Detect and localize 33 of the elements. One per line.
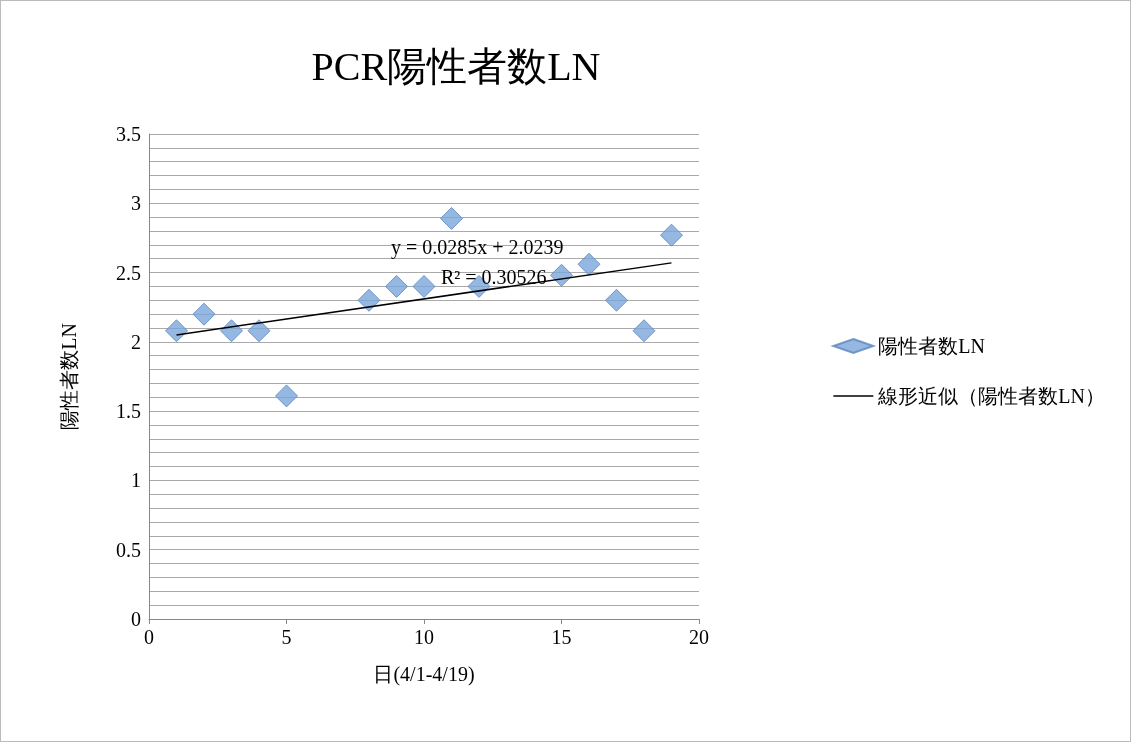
- point: [660, 223, 683, 247]
- point: [632, 319, 656, 343]
- annotation: R² = 0.30526: [441, 266, 547, 288]
- x-tick-label: 15: [551, 626, 572, 648]
- point: [577, 252, 601, 276]
- point: [275, 384, 298, 408]
- x-tick-label: 20: [689, 626, 709, 648]
- y-tick-label: 2: [131, 330, 141, 353]
- y-tick-label: 2.5: [116, 261, 141, 284]
- y-tick-label: 0: [131, 608, 141, 630]
- point: [605, 288, 628, 312]
- point: [165, 319, 188, 343]
- annotation: y = 0.0285x + 2.0239: [391, 236, 564, 259]
- point: [550, 263, 573, 287]
- point: [247, 319, 271, 343]
- x-axis-title: 日(4/1-4/19): [373, 663, 475, 686]
- legend-label: 陽性者数LN: [878, 335, 986, 357]
- y-axis-title: 陽性者数LN: [58, 323, 80, 430]
- y-tick-label: 1.5: [116, 400, 141, 423]
- point: [440, 207, 463, 231]
- x-tick-label: 10: [414, 626, 434, 648]
- chart-title: PCR陽性者数LN: [311, 43, 601, 89]
- legend-label: 線形近似（陽性者数LN）: [877, 385, 1106, 407]
- y-tick-label: 0.5: [116, 538, 141, 561]
- x-tick-label: 5: [281, 626, 292, 648]
- point: [412, 274, 436, 298]
- y-tick-label: 1: [131, 469, 141, 492]
- point: [220, 319, 243, 343]
- y-tick-label: 3: [131, 192, 141, 215]
- point: [357, 288, 381, 312]
- y-tick-label: 3.5: [116, 123, 141, 145]
- point: [385, 274, 408, 298]
- point: [192, 302, 216, 326]
